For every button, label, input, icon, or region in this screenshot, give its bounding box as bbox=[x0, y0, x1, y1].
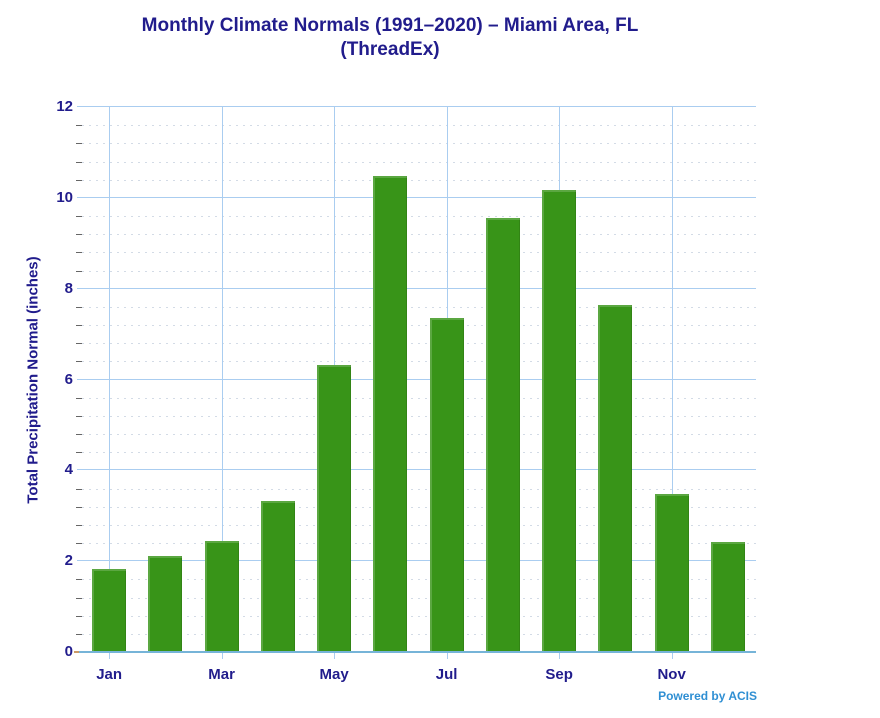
bar-jun bbox=[373, 175, 408, 652]
x-gridline bbox=[221, 107, 223, 659]
y-gridline-major bbox=[77, 560, 756, 562]
y-gridline-minor bbox=[82, 415, 756, 417]
x-tick-label: May bbox=[319, 666, 349, 683]
y-tick-label: 12 bbox=[56, 98, 73, 115]
x-tick-label: Jan bbox=[96, 666, 123, 683]
y-gridline-minor bbox=[82, 434, 756, 435]
y-tick-minor bbox=[76, 397, 82, 399]
x-axis-line bbox=[75, 651, 756, 653]
bar-aug bbox=[485, 217, 520, 652]
bar-dec bbox=[710, 542, 745, 652]
x-tick-label: Sep bbox=[545, 666, 573, 683]
y-gridline-minor bbox=[82, 252, 756, 254]
y-gridline-major bbox=[77, 196, 756, 198]
plot-area: 0 2 4 6 8 10 12 Jan Mar May Jul Sep Nov bbox=[56, 99, 756, 683]
y-gridline-minor bbox=[82, 597, 756, 599]
y-tick-minor bbox=[76, 633, 82, 635]
y-tick-minor bbox=[76, 615, 82, 617]
bar-mar bbox=[204, 541, 239, 652]
bar-feb bbox=[148, 555, 183, 652]
y-gridline-minor bbox=[82, 543, 756, 544]
y-tick-minor bbox=[76, 270, 82, 272]
bar-jul bbox=[429, 318, 464, 652]
y-tick-minor bbox=[76, 161, 82, 163]
y-tick-label: 6 bbox=[64, 370, 73, 388]
bar-oct bbox=[598, 305, 633, 652]
y-tick-label: 4 bbox=[64, 461, 73, 479]
y-tick-label: 8 bbox=[64, 279, 73, 297]
y-gridline-minor bbox=[82, 579, 756, 581]
bar-sep bbox=[542, 189, 577, 652]
x-tick-label: Mar bbox=[208, 666, 235, 683]
y-gridline-minor bbox=[82, 234, 756, 236]
bar-jan bbox=[92, 568, 127, 652]
y-tick-minor bbox=[76, 325, 82, 326]
y-gridline-major bbox=[77, 287, 756, 289]
y-gridline-minor bbox=[82, 615, 756, 617]
x-axis-origin-tick bbox=[74, 651, 79, 653]
chart-title: Monthly Climate Normals (1991–2020) – Mi… bbox=[0, 14, 780, 62]
y-tick-minor bbox=[76, 343, 82, 345]
y-gridline-minor bbox=[82, 270, 756, 272]
y-gridline-minor bbox=[82, 452, 756, 454]
y-gridline-minor bbox=[82, 161, 756, 163]
y-gridline-minor bbox=[82, 125, 756, 127]
y-gridline-minor bbox=[82, 524, 756, 526]
bar-nov bbox=[654, 493, 689, 652]
y-tick-minor bbox=[76, 543, 82, 544]
bar-may bbox=[317, 365, 352, 652]
y-tick-minor bbox=[76, 216, 82, 217]
y-tick-minor bbox=[76, 125, 82, 127]
y-gridline-minor bbox=[82, 216, 756, 217]
y-tick-minor bbox=[76, 452, 82, 454]
y-gridline-minor bbox=[82, 361, 756, 363]
y-gridline-minor bbox=[82, 506, 756, 508]
powered-by-acis-credit: Powered by ACIS bbox=[658, 689, 757, 703]
y-gridline-minor bbox=[82, 143, 756, 145]
y-tick-minor bbox=[76, 434, 82, 435]
bar-apr bbox=[260, 500, 295, 652]
y-tick-minor bbox=[76, 579, 82, 581]
y-gridline-minor bbox=[82, 325, 756, 326]
y-gridline-minor bbox=[82, 343, 756, 345]
x-gridline bbox=[671, 107, 673, 659]
chart-title-line1: Monthly Climate Normals (1991–2020) – Mi… bbox=[141, 15, 639, 36]
y-tick-label: 0 bbox=[64, 643, 73, 660]
y-tick-minor bbox=[76, 361, 82, 363]
y-tick-minor bbox=[76, 143, 82, 145]
y-tick-minor bbox=[76, 179, 82, 181]
y-tick-minor bbox=[76, 306, 82, 308]
y-gridline-major bbox=[77, 378, 756, 380]
y-tick-minor bbox=[76, 524, 82, 526]
y-gridline-major bbox=[77, 106, 756, 107]
y-tick-minor bbox=[76, 234, 82, 236]
chart-title-line2: (ThreadEx) bbox=[340, 39, 440, 60]
y-tick-minor bbox=[76, 597, 82, 599]
y-gridline-minor bbox=[82, 306, 756, 308]
y-gridline-minor bbox=[82, 397, 756, 399]
y-tick-minor bbox=[76, 415, 82, 417]
y-axis-title: Total Precipitation Normal (inches) bbox=[24, 256, 42, 504]
y-gridline-minor bbox=[82, 179, 756, 181]
x-tick-label: Nov bbox=[657, 666, 686, 683]
y-tick-minor bbox=[76, 506, 82, 508]
y-tick-minor bbox=[76, 252, 82, 254]
y-tick-minor bbox=[76, 488, 82, 490]
y-gridline-minor bbox=[82, 488, 756, 490]
y-tick-label: 10 bbox=[56, 188, 73, 206]
y-tick-label: 2 bbox=[64, 552, 73, 570]
x-gridline bbox=[109, 107, 111, 659]
y-gridline-minor bbox=[82, 633, 756, 635]
y-gridline-major bbox=[77, 469, 756, 471]
x-tick-label: Jul bbox=[435, 666, 458, 683]
